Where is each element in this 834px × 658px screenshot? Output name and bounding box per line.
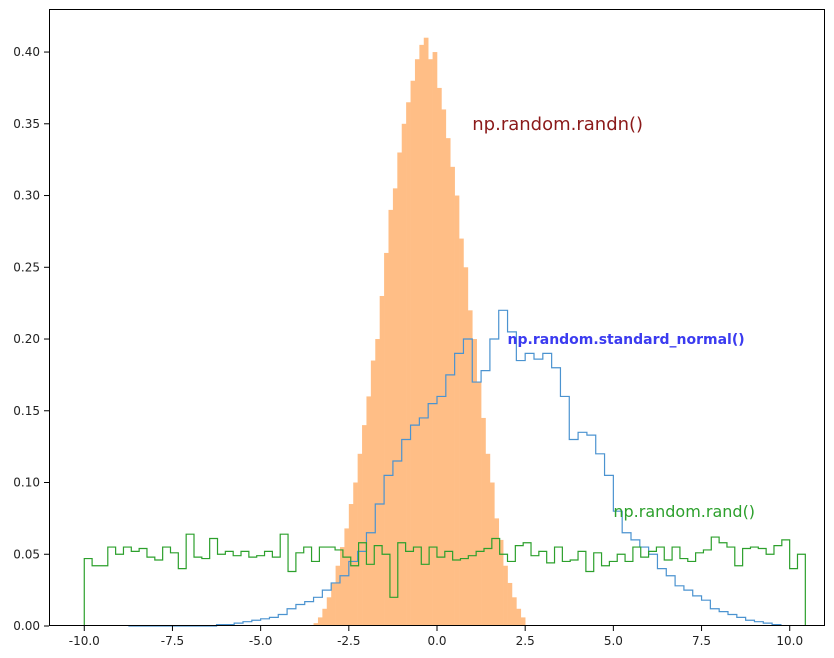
histogram-bar — [397, 152, 403, 627]
histogram-bar — [494, 518, 500, 626]
y-tick-label: 0.40 — [13, 45, 40, 59]
histogram-bar — [340, 547, 345, 626]
histogram-bar — [344, 528, 350, 626]
histogram-bar — [489, 482, 495, 626]
plot-frame — [49, 9, 825, 626]
x-tick-label: -2.5 — [337, 634, 360, 648]
histogram-bar — [428, 59, 433, 627]
histogram-bar — [437, 87, 442, 627]
y-tick-label: 0.10 — [13, 476, 40, 490]
histogram-bar — [388, 209, 394, 626]
histogram-bar — [507, 582, 513, 626]
histogram-bar — [317, 617, 323, 626]
y-tick-label: 0.00 — [13, 619, 40, 633]
y-tick-label: 0.05 — [13, 547, 40, 561]
histogram-bar — [366, 396, 372, 626]
x-tick-label: -10.0 — [69, 634, 100, 648]
y-tick-label: 0.35 — [13, 117, 40, 131]
histogram-bar — [406, 102, 411, 626]
histogram-bar — [467, 310, 473, 626]
step-histogram-line-1 — [128, 309, 782, 627]
histogram-bar — [392, 188, 398, 627]
histogram-bar — [516, 608, 522, 626]
y-axis: 0.00 0.05 0.10 0.15 0.20 0.25 0.30 0.35 0.40 — [13, 45, 49, 633]
histogram-bar — [410, 80, 416, 627]
x-tick-label: 2.5 — [516, 634, 535, 648]
histogram-bar — [520, 617, 526, 626]
histogram-bar — [353, 482, 358, 626]
histogram-bar — [331, 582, 336, 626]
histogram-bar — [375, 339, 380, 626]
histogram-bar — [414, 59, 420, 627]
histogram-bar — [419, 44, 425, 627]
histogram-bar — [441, 109, 447, 626]
histogram-bar — [450, 166, 455, 626]
x-tick-label: 5.0 — [604, 634, 623, 648]
histogram-bar — [335, 565, 341, 626]
histogram-bar — [362, 425, 367, 626]
annotation-label: np.random.randn() — [472, 114, 643, 135]
histogram-bar — [401, 123, 407, 626]
histogram-bar — [511, 597, 517, 626]
histogram-bar — [384, 252, 389, 626]
histogram-bar — [503, 565, 508, 626]
x-tick-label: 0.0 — [427, 634, 446, 648]
histogram-bar — [423, 37, 429, 626]
histogram-bar — [445, 138, 451, 626]
histogram-bar — [379, 295, 385, 626]
histogram-bar — [322, 608, 328, 626]
y-tick-label: 0.20 — [13, 332, 40, 346]
x-tick-label: 10.0 — [776, 634, 803, 648]
annotation-label: np.random.rand() — [613, 502, 755, 521]
annotations: np.random.randn() np.random.standard_norm… — [472, 114, 755, 521]
x-tick-label: 7.5 — [692, 634, 711, 648]
histogram-bar — [313, 623, 319, 626]
histogram-bar — [481, 417, 486, 626]
histogram-bar — [472, 339, 477, 626]
histogram-bar — [459, 238, 464, 626]
annotation-label: np.random.standard_normal() — [508, 332, 745, 348]
step-histogram-line-2 — [83, 533, 806, 626]
histogram-bar — [370, 360, 376, 626]
filled-histogram — [313, 37, 526, 627]
histogram-bar — [432, 52, 438, 627]
x-axis: -10.0 -7.5 -5.0 -2.5 0.0 2.5 5.0 7.5 10.0 — [69, 626, 803, 648]
histogram-bar — [498, 539, 504, 626]
histogram-bar — [357, 453, 363, 626]
histogram-bar — [463, 267, 469, 626]
y-tick-label: 0.30 — [13, 189, 40, 203]
x-tick-label: -7.5 — [161, 634, 184, 648]
y-tick-label: 0.15 — [13, 404, 40, 418]
x-tick-label: -5.0 — [249, 634, 272, 648]
histogram-bar — [476, 382, 482, 626]
histogram-bar — [485, 453, 491, 626]
step-histograms — [83, 309, 806, 627]
histogram-bar — [326, 597, 332, 626]
histogram-bar — [454, 195, 460, 626]
y-tick-label: 0.25 — [13, 260, 40, 274]
